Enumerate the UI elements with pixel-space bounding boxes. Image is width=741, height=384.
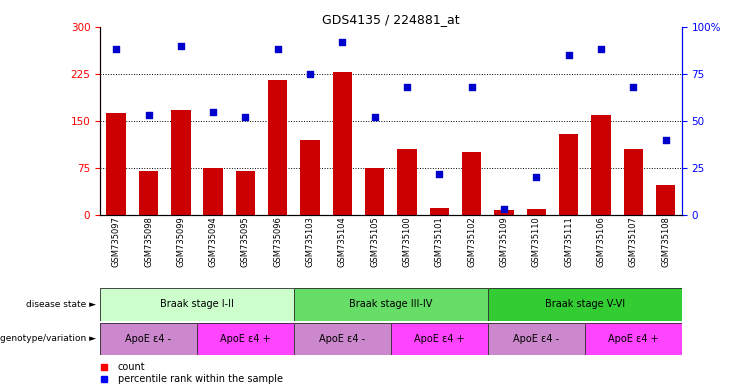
- Point: [175, 43, 187, 49]
- Point: [401, 84, 413, 90]
- Text: ApoE ε4 +: ApoE ε4 +: [414, 334, 465, 344]
- Point: [562, 52, 574, 58]
- Title: GDS4135 / 224881_at: GDS4135 / 224881_at: [322, 13, 459, 26]
- Text: ApoE ε4 +: ApoE ε4 +: [220, 334, 270, 344]
- Bar: [559, 134, 578, 215]
- Text: percentile rank within the sample: percentile rank within the sample: [118, 374, 283, 384]
- Point: [433, 170, 445, 177]
- Bar: [494, 210, 514, 215]
- Point: [142, 112, 154, 118]
- Point: [595, 46, 607, 53]
- Point: [659, 137, 671, 143]
- Point: [304, 71, 316, 77]
- Bar: [624, 149, 643, 215]
- Text: Braak stage V-VI: Braak stage V-VI: [545, 299, 625, 310]
- Bar: [365, 168, 385, 215]
- Text: Braak stage III-IV: Braak stage III-IV: [349, 299, 433, 310]
- Point: [628, 84, 639, 90]
- Bar: [139, 171, 159, 215]
- Bar: [462, 152, 482, 215]
- Point: [369, 114, 381, 120]
- Bar: [333, 72, 352, 215]
- Text: disease state ►: disease state ►: [27, 300, 96, 309]
- Bar: [430, 207, 449, 215]
- Point: [207, 108, 219, 114]
- Bar: [171, 110, 190, 215]
- Bar: [300, 140, 320, 215]
- Text: genotype/variation ►: genotype/variation ►: [0, 334, 96, 343]
- Point: [272, 46, 284, 53]
- Bar: [204, 168, 223, 215]
- Text: ApoE ε4 -: ApoE ε4 -: [514, 334, 559, 344]
- Bar: [268, 80, 288, 215]
- Bar: [397, 149, 416, 215]
- Text: ApoE ε4 -: ApoE ε4 -: [319, 334, 365, 344]
- Point: [498, 206, 510, 212]
- Point: [531, 174, 542, 180]
- Bar: [656, 185, 675, 215]
- Bar: [236, 171, 255, 215]
- Bar: [591, 115, 611, 215]
- Text: ApoE ε4 -: ApoE ε4 -: [125, 334, 172, 344]
- Text: Braak stage I-II: Braak stage I-II: [160, 299, 234, 310]
- Text: ApoE ε4 +: ApoE ε4 +: [608, 334, 659, 344]
- Point: [466, 84, 478, 90]
- Bar: [107, 113, 126, 215]
- Point: [239, 114, 251, 120]
- Point: [110, 46, 122, 53]
- Text: count: count: [118, 361, 145, 372]
- Bar: [527, 209, 546, 215]
- Point: [336, 39, 348, 45]
